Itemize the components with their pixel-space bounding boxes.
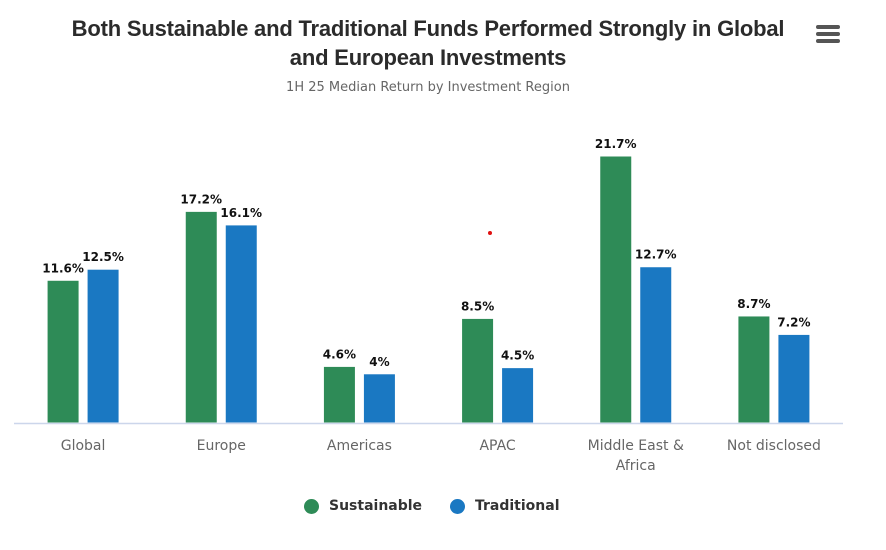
data-label: 7.2% <box>777 315 810 329</box>
x-tick-label: Middle East & <box>588 438 684 454</box>
data-label: 21.7% <box>595 137 637 151</box>
legend-item-sustainable[interactable]: Sustainable <box>304 498 422 514</box>
bar-sustainable-not-disclosed[interactable] <box>737 315 771 424</box>
legend: Sustainable Traditional <box>0 498 886 520</box>
data-label: 17.2% <box>180 192 222 206</box>
cursor-marker <box>488 231 492 235</box>
x-tick-label: Europe <box>197 438 246 454</box>
bar-sustainable-americas[interactable] <box>322 365 356 424</box>
legend-marker-icon <box>304 498 319 514</box>
data-label: 12.5% <box>82 250 124 264</box>
x-tick-label: Global <box>61 438 106 454</box>
data-label: 12.7% <box>635 248 677 262</box>
chart-title-line-1: Both Sustainable and Traditional Funds P… <box>71 16 785 41</box>
bar-sustainable-global[interactable] <box>46 279 80 424</box>
x-tick-label: APAC <box>479 438 515 454</box>
bar-traditional-europe[interactable] <box>224 224 258 424</box>
hamburger-menu-icon[interactable] <box>816 25 840 45</box>
data-label: 8.5% <box>461 299 494 313</box>
bar-sustainable-europe[interactable] <box>184 210 218 424</box>
x-tick-label: Not disclosed <box>727 438 821 454</box>
data-label: 16.1% <box>220 206 262 220</box>
data-label: 11.6% <box>42 261 84 275</box>
data-label: 4.6% <box>323 347 356 361</box>
chart-title: Both Sustainable and Traditional Funds P… <box>0 14 856 72</box>
bar-sustainable-apac[interactable] <box>461 317 495 424</box>
data-label: 8.7% <box>737 297 770 311</box>
menu-bar <box>816 39 840 43</box>
x-tick-label: Africa <box>616 458 656 474</box>
bar-chart: 11.6%12.5% Global 17.2%16.1% Europe 4.6% 4% Am… <box>14 137 843 474</box>
bar-traditional-americas[interactable] <box>362 373 396 424</box>
bar-traditional-apac[interactable] <box>501 367 535 424</box>
data-label: 4% <box>369 355 389 369</box>
bar-traditional-global[interactable] <box>86 268 120 424</box>
legend-item-traditional[interactable]: Traditional <box>450 498 560 514</box>
bar-sustainable-middle-east-africa[interactable] <box>599 155 633 424</box>
menu-bar <box>816 25 840 29</box>
data-label: 4.5% <box>501 349 534 363</box>
bar-traditional-not-disclosed[interactable] <box>777 333 811 424</box>
legend-label: Sustainable <box>329 498 423 514</box>
menu-bar <box>816 32 840 36</box>
legend-marker-icon <box>450 498 465 514</box>
x-tick-label: Americas <box>327 438 392 454</box>
bar-traditional-middle-east-africa[interactable] <box>639 266 673 424</box>
chart-subtitle: 1H 25 Median Return by Investment Region <box>286 80 570 95</box>
legend-label: Traditional <box>475 498 560 514</box>
chart-title-line-2: and European Investments <box>289 45 567 70</box>
